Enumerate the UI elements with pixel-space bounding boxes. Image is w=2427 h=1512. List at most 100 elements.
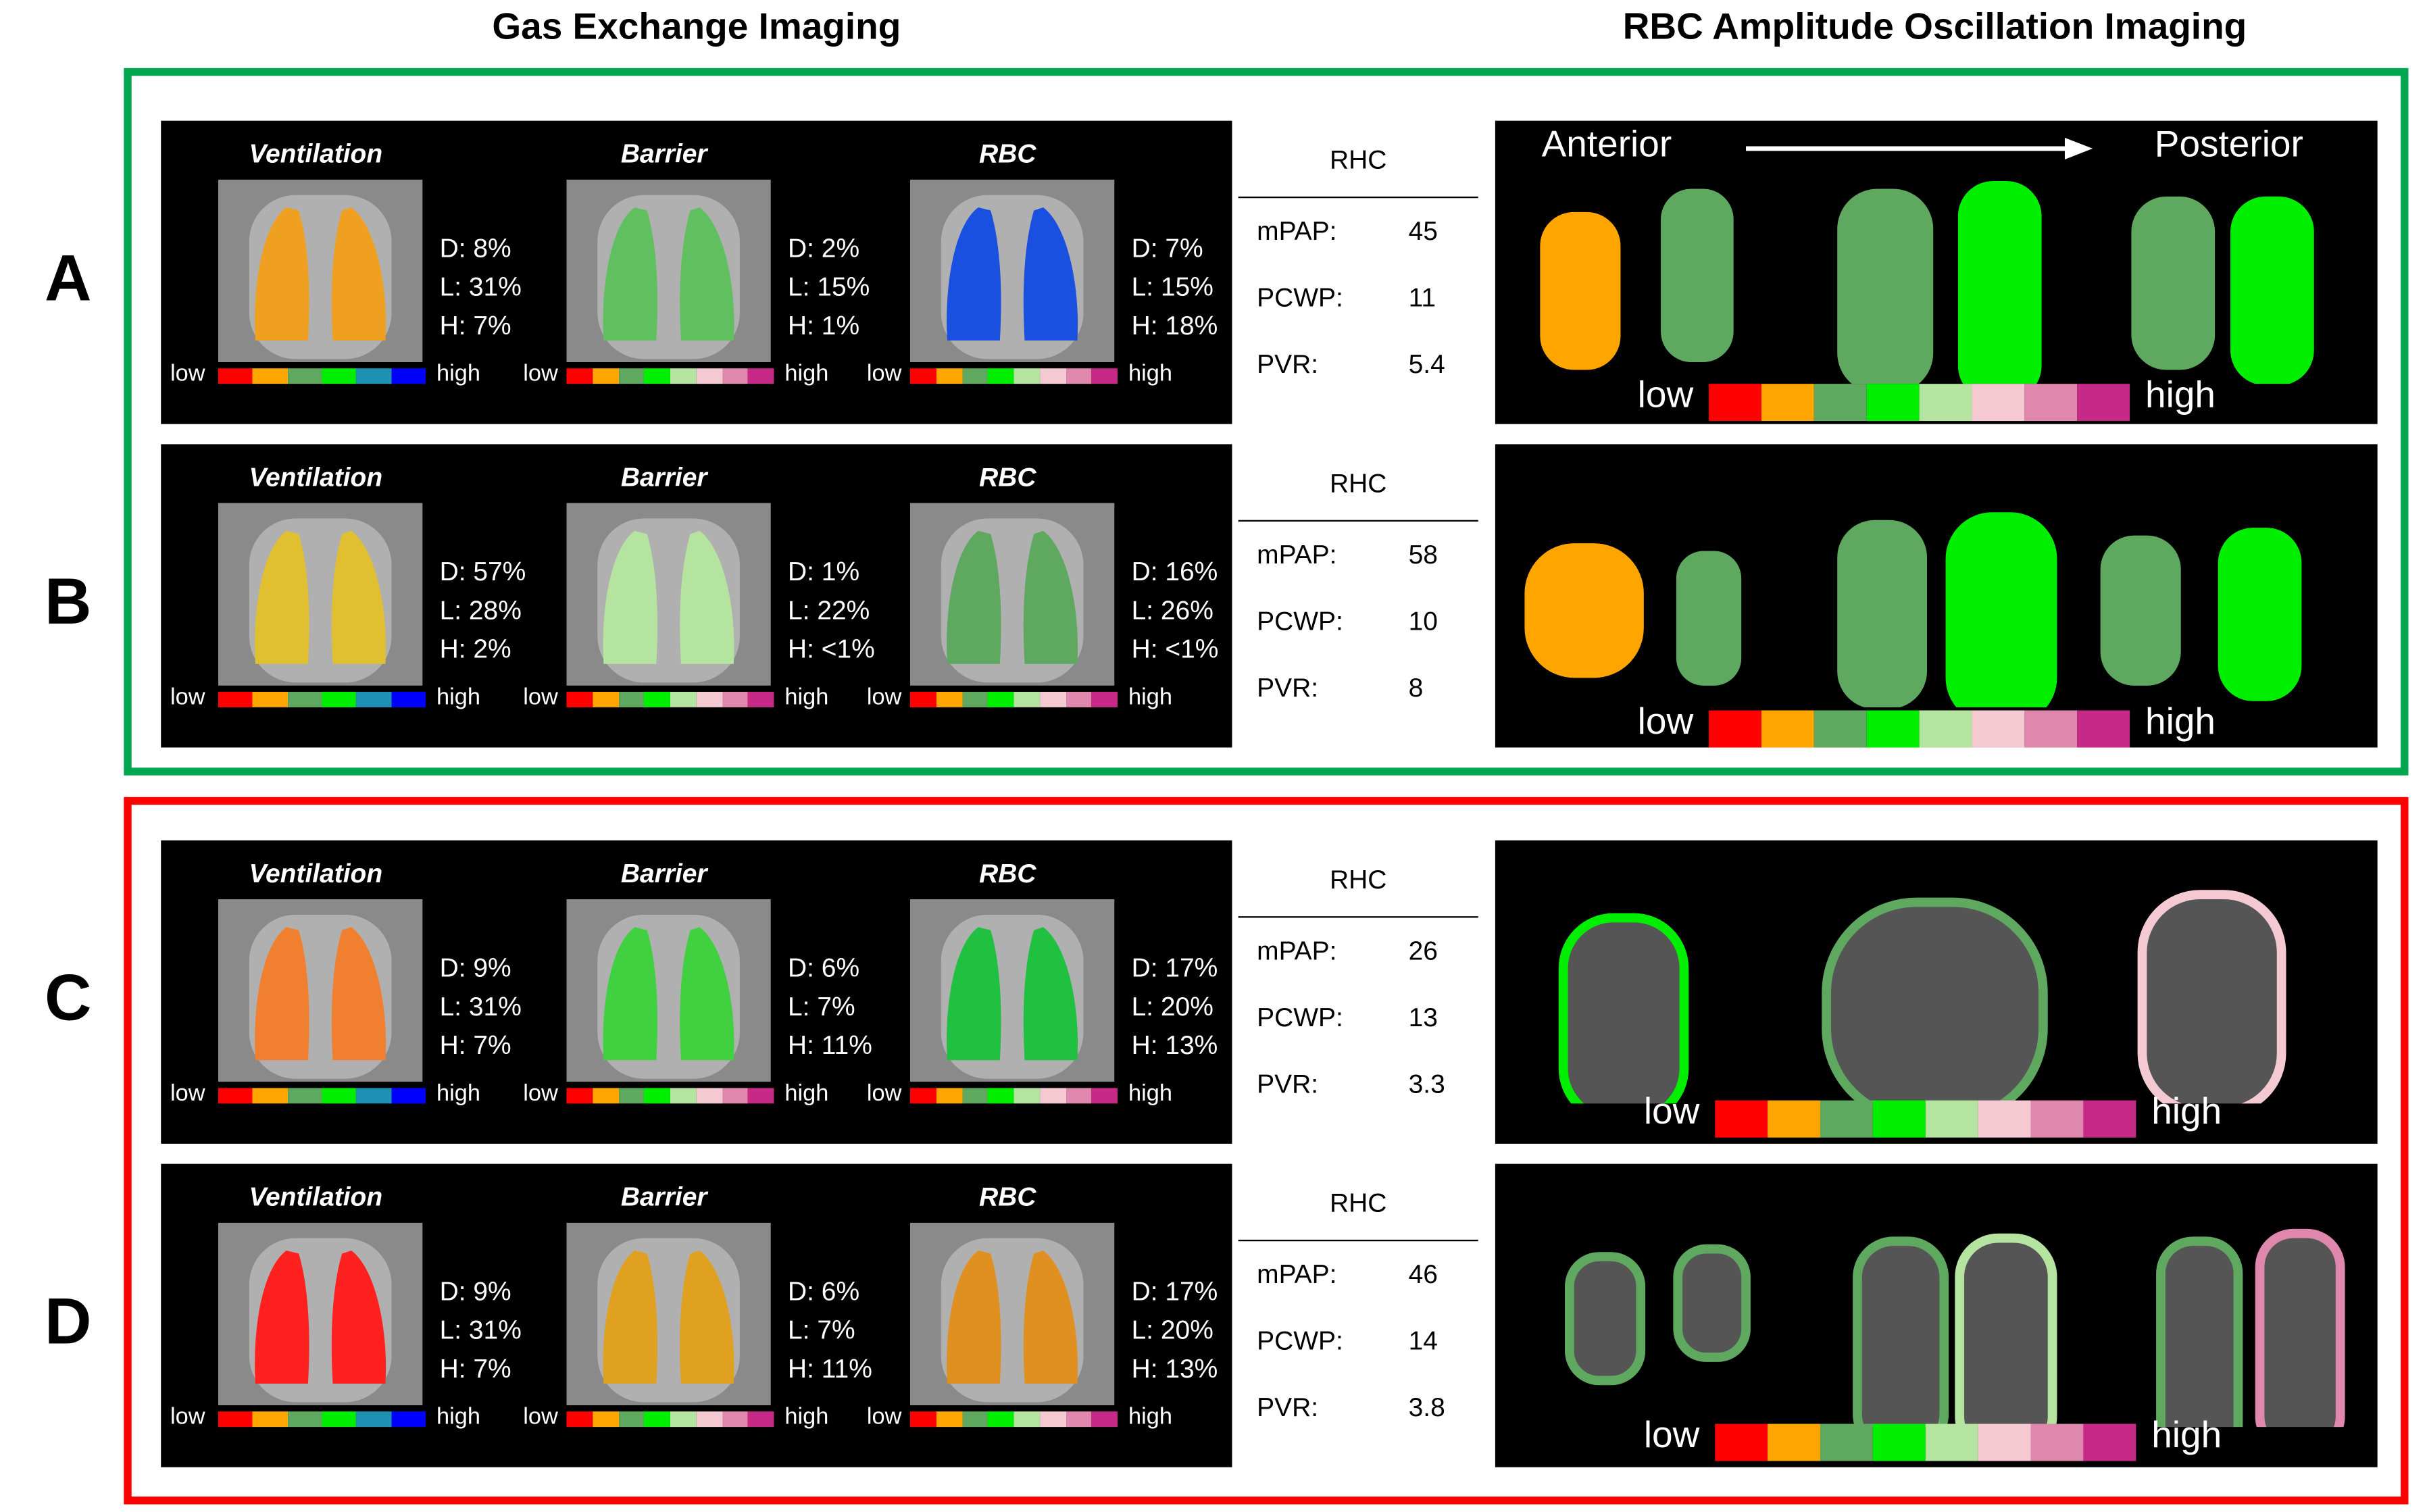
oscillation-colorbar-high-label: high [2151,1414,2222,1457]
rhc-value-mpap: 45 [1408,216,1438,247]
colorbar-swatch [1972,384,2025,422]
low-value: L: 31% [439,992,522,1022]
low-value: L: 20% [1131,992,1214,1022]
oscillation-colorbar [1715,1423,2136,1461]
low-value: L: 22% [788,595,870,626]
defect-stats-ventilation: D: 9% L: 31% H: 7% [440,949,522,1065]
map-title-barrier: Barrier [620,859,707,888]
low-value: L: 15% [1131,272,1214,302]
colorbar-swatch [1919,384,1972,422]
oscillation-lung-shape [2131,196,2216,370]
colorbar-swatch [644,1411,670,1428]
oscillation-lung-maps [1558,890,2286,1104]
colorbar-barrier [566,691,774,707]
map-title-rbc: RBC [979,139,1036,169]
colorbar-swatch [670,368,697,384]
oscillation-colorbar-high-label: high [2145,374,2216,417]
colorbar-high-label: high [436,360,480,387]
colorbar-swatch [618,1088,645,1104]
colorbar-swatch [748,1088,774,1104]
colorbar-swatch [322,1411,357,1428]
right-lung-shape [1023,207,1078,341]
left-lung-shape [947,530,1001,664]
colorbar-swatch [287,1088,322,1104]
rhc-value-pvr: 3.3 [1408,1069,1445,1099]
colorbar-swatch [287,368,322,384]
colorbar-swatch [936,691,962,707]
colorbar-barrier [566,368,774,384]
map-image-holder-ventilation [218,840,423,1088]
defect-stats-barrier: D: 6% L: 7% H: 11% [788,1272,872,1388]
rhc-table: RHC mPAP: 46 PCWP: 14 PVR: 3.8 [1238,1163,1486,1467]
colorbar-swatch [322,368,357,384]
right-lung-shape [680,927,734,1061]
map-title-rbc: RBC [979,859,1036,888]
map-image-holder-barrier [566,840,771,1088]
defect-stats-rbc: D: 7% L: 15% H: 18% [1132,229,1218,345]
colorbar-swatch [1014,1088,1040,1104]
colorbar-swatch [1820,1100,1873,1138]
colorbar-swatch [287,1411,322,1428]
colorbar-rbc [909,1411,1118,1428]
colorbar-swatch [644,368,670,384]
oscillation-colorbar-low-label: low [1643,1091,1700,1133]
left-lung-shape [603,927,658,1061]
colorbar-swatch [696,368,722,384]
colorbar-swatch [356,368,391,384]
high-value: H: <1% [788,634,875,664]
colorbar-swatch [1820,1423,1873,1461]
map-title-rbc: RBC [979,1182,1036,1212]
colorbar-swatch [1039,691,1066,707]
oscillation-lung-shape [1955,1233,2057,1428]
colorbar-swatch [1768,1100,1820,1138]
colorbar-swatch [1066,691,1092,707]
colorbar-swatch [961,1411,989,1428]
defect-value: D: 57% [439,557,526,587]
rhc-label-mpap: mPAP: [1257,936,1337,966]
colorbar-swatch [722,1411,749,1428]
colorbar-swatch [391,691,426,707]
left-lung-shape [255,1250,309,1384]
colorbar-high-label: high [784,360,829,387]
row-label-A: A [45,241,92,315]
header-gas-exchange: Gas Exchange Imaging [492,6,901,49]
defect-value: D: 6% [788,1276,860,1307]
oscillation-lung-shape [1837,188,1934,384]
colorbar-swatch [1813,710,1867,748]
colorbar-low-label: low [866,684,902,711]
colorbar-swatch [2030,1100,2084,1138]
colorbar-swatch [1066,1411,1092,1428]
map-image-holder-barrier [566,121,771,369]
colorbar-swatch [391,368,426,384]
lung-map-image [909,179,1115,363]
colorbar-swatch [1091,1411,1118,1428]
gas-exchange-panel: Ventilation D: 9% L: 31% H: 7% low high Barrie… [161,840,1232,1144]
colorbar-swatch [909,1411,936,1428]
left-lung-shape [255,530,309,664]
colorbar-swatch [961,368,989,384]
colorbar-swatch [936,368,962,384]
colorbar-swatch [1978,1423,2031,1461]
frame-red [124,797,2409,1505]
colorbar-swatch [1872,1423,1926,1461]
lung-map-image [218,179,423,363]
defect-stats-ventilation: D: 57% L: 28% H: 2% [440,553,526,669]
high-value: H: 1% [788,311,860,341]
lung-map-image [566,179,771,363]
colorbar-swatch [218,1088,253,1104]
defect-stats-barrier: D: 2% L: 15% H: 1% [788,229,870,345]
colorbar-swatch [909,691,936,707]
colorbar-high-label: high [436,1403,480,1430]
oscillation-lung-maps [1564,1228,2345,1428]
defect-value: D: 9% [439,1276,511,1307]
colorbar-low-label: low [866,1080,902,1107]
colorbar-swatch [1715,1100,1768,1138]
oscillation-lung-shape [2218,528,2302,701]
colorbar-swatch [1866,710,1920,748]
oscillation-panel: low high [1495,840,2378,1144]
colorbar-swatch [696,691,722,707]
colorbar-swatch [1715,1423,1768,1461]
row-label-D: D [45,1284,92,1358]
colorbar-swatch [1066,368,1092,384]
gas-exchange-panel: Ventilation D: 8% L: 31% H: 7% low high Barrie… [161,120,1232,424]
